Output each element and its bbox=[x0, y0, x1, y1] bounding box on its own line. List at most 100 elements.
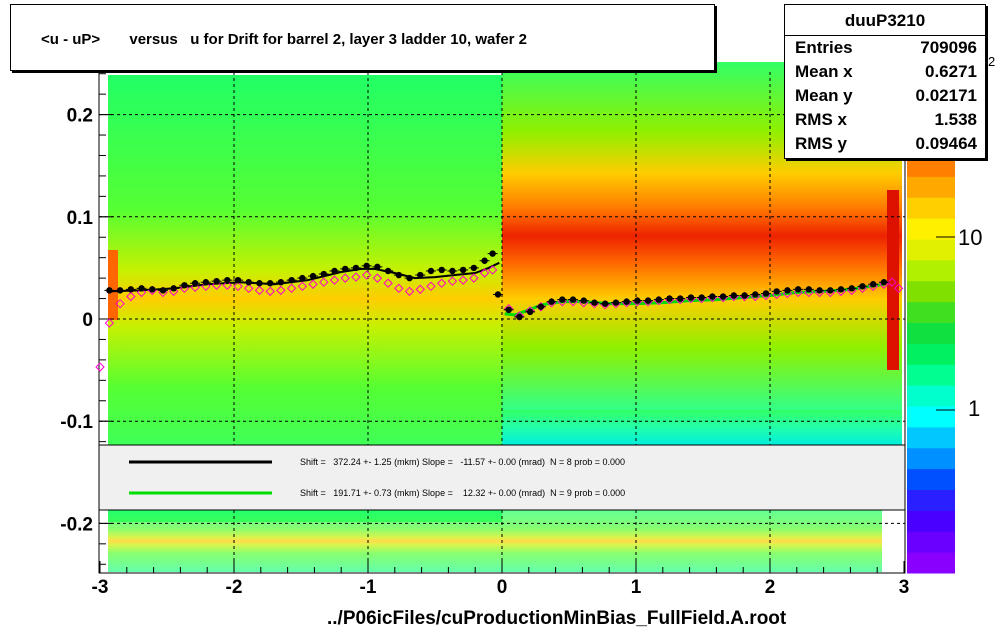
colorbar-cell bbox=[907, 489, 955, 511]
heatmap-right-lower bbox=[502, 410, 902, 445]
title-box: <u - uP> versus u for Drift for barrel 2… bbox=[10, 4, 715, 71]
colorbar-cell bbox=[907, 364, 955, 386]
profile-marker-magenta bbox=[361, 270, 372, 280]
profile-marker-magenta bbox=[340, 273, 350, 283]
profile-marker-magenta bbox=[265, 286, 275, 297]
stats-box: duuP3210 Entries 709096 Mean x 0.6271 Me… bbox=[784, 4, 986, 159]
stats-key: RMS x bbox=[795, 110, 847, 129]
profile-marker-magenta bbox=[458, 275, 468, 285]
profile-marker-magenta bbox=[201, 281, 211, 292]
heatmap-edge-right bbox=[887, 190, 899, 370]
profile-marker-magenta bbox=[447, 276, 458, 286]
profile-markers bbox=[95, 250, 904, 372]
profile-marker-magenta bbox=[319, 277, 329, 287]
profile-marker-magenta bbox=[276, 285, 286, 296]
profile-marker-magenta bbox=[190, 282, 200, 293]
profile-marker-magenta bbox=[115, 298, 125, 309]
profile-marker-magenta bbox=[297, 281, 308, 292]
colorbar-cell bbox=[907, 197, 955, 219]
stats-key: RMS y bbox=[795, 134, 847, 153]
profile-marker-magenta bbox=[479, 268, 490, 278]
colorbar-cell bbox=[907, 259, 955, 282]
footer-filename: ../P06icFiles/cuProductionMinBias_FullFi… bbox=[327, 608, 787, 629]
stats-divider bbox=[785, 35, 985, 36]
profile-marker-magenta bbox=[244, 283, 254, 294]
colorbar-cell bbox=[907, 218, 955, 240]
legend-box bbox=[98, 444, 906, 511]
colorbar-cell bbox=[907, 301, 955, 323]
colorbar-cell bbox=[907, 468, 955, 490]
y-axis: -0.2 -0.1 0 0.1 0.2 bbox=[60, 73, 113, 565]
colorbar-cell bbox=[907, 531, 955, 553]
x-tick-label: 2 bbox=[765, 577, 776, 598]
grid-lines bbox=[99, 72, 905, 573]
profile-marker-magenta bbox=[222, 280, 233, 290]
profile-marker-magenta bbox=[415, 284, 425, 295]
legend-text-black: Shift = 372.24 +- 1.25 (mkm) Slope = -11… bbox=[300, 457, 625, 467]
profile-marker-magenta bbox=[329, 275, 340, 285]
heatmap-edge-left bbox=[108, 250, 118, 320]
profile-marker-magenta bbox=[136, 287, 147, 298]
stats-value: 0.6271 bbox=[925, 62, 977, 81]
colorbar-cell bbox=[907, 322, 955, 344]
stats-value: 709096 bbox=[920, 38, 977, 57]
profile-marker-magenta bbox=[233, 281, 243, 292]
profile-marker-magenta bbox=[372, 273, 383, 283]
colorbar-cell bbox=[907, 385, 955, 407]
y-tick-label: -0.2 bbox=[60, 514, 93, 535]
profile-marker-magenta bbox=[104, 318, 115, 328]
y-tick-label: -0.1 bbox=[60, 412, 93, 433]
profile-marker-magenta bbox=[487, 265, 498, 275]
heatmap-bottom-strip bbox=[108, 510, 882, 572]
profile-marker-magenta bbox=[351, 272, 361, 282]
x-axis: -3 -2 -1 0 1 2 3 bbox=[92, 561, 910, 598]
x-tick-label: 0 bbox=[497, 577, 508, 598]
stats-name: duuP3210 bbox=[844, 11, 926, 30]
profile-marker-magenta bbox=[95, 362, 105, 372]
x-tick-label: -2 bbox=[226, 577, 243, 598]
profile-marker-magenta bbox=[469, 273, 479, 283]
profile-marker-magenta bbox=[436, 278, 447, 288]
colorbar-cell bbox=[907, 176, 955, 198]
profile-marker-magenta bbox=[286, 283, 297, 294]
colorbar-cell bbox=[907, 343, 955, 365]
profile-marker-magenta bbox=[893, 283, 904, 294]
stats-row-mean-y: Mean y 0.02171 bbox=[795, 86, 977, 108]
profile-marker-magenta bbox=[126, 291, 136, 302]
stats-value: 0.09464 bbox=[915, 134, 977, 153]
profile-marker-magenta bbox=[211, 280, 222, 290]
colorbar-label-1: 1 bbox=[968, 396, 980, 421]
y-tick-label: 0.2 bbox=[67, 106, 93, 127]
y-tick-label: 0.1 bbox=[67, 208, 94, 229]
stats-row-entries: Entries 709096 bbox=[795, 38, 977, 60]
colorbar-exponent: 2 bbox=[988, 54, 995, 69]
stats-row-rms-y: RMS y 0.09464 bbox=[795, 134, 977, 156]
stats-row-rms-x: RMS x 1.538 bbox=[795, 110, 977, 132]
x-tick-label: -3 bbox=[92, 577, 109, 598]
x-tick-label: 3 bbox=[899, 577, 910, 598]
stats-value: 1.538 bbox=[934, 110, 977, 129]
profile-marker-magenta bbox=[254, 285, 265, 296]
plot-title: <u - uP> versus u for Drift for barrel 2… bbox=[41, 31, 528, 48]
y-tick-label: 0 bbox=[82, 310, 93, 331]
profile-marker-magenta bbox=[426, 281, 436, 292]
colorbar-cell bbox=[907, 155, 955, 177]
profile-marker-magenta bbox=[308, 279, 318, 289]
colorbar-cell bbox=[907, 406, 955, 428]
fit-legend: Shift = 372.24 +- 1.25 (mkm) Slope = -11… bbox=[98, 444, 906, 511]
colorbar-cell bbox=[907, 447, 955, 470]
colorbar-cell bbox=[907, 239, 955, 261]
colorbar-cell bbox=[907, 426, 955, 449]
profile-marker-magenta bbox=[404, 286, 415, 297]
x-tick-label: -1 bbox=[360, 577, 377, 598]
colorbar-cell bbox=[907, 552, 955, 574]
profile-marker-magenta bbox=[394, 283, 404, 294]
stats-key: Mean y bbox=[795, 86, 853, 105]
colorbar-label-10: 10 bbox=[958, 225, 982, 250]
profile-marker-magenta bbox=[887, 277, 897, 287]
legend-text-green: Shift = 191.71 +- 0.73 (mkm) Slope = 12.… bbox=[300, 488, 625, 498]
profile-marker-magenta bbox=[383, 278, 393, 288]
x-tick-label: 1 bbox=[631, 577, 642, 598]
stats-key: Entries bbox=[795, 38, 853, 57]
